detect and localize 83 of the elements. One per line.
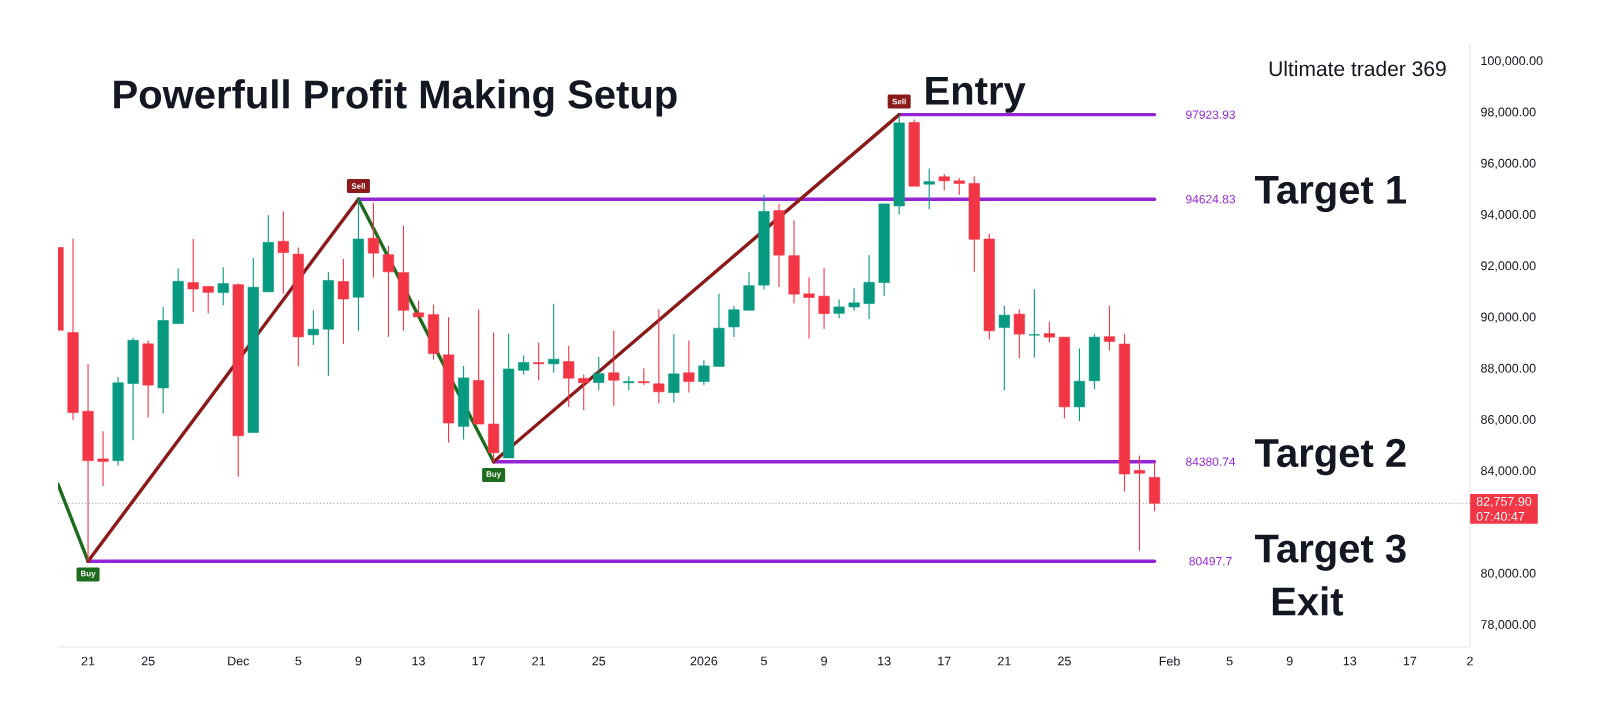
candlestick: [382, 245, 395, 338]
y-tick-label: 94,000.00: [1481, 210, 1536, 221]
candlestick: [668, 333, 680, 404]
annotation: Sell: [351, 183, 365, 189]
x-tick-label: 9: [1286, 656, 1293, 666]
x-tick-label: 2: [1467, 656, 1473, 666]
x-tick-label: 25: [141, 656, 155, 666]
x-tick-label: 2026: [690, 656, 718, 666]
x-tick-label: 9: [355, 656, 362, 666]
candlestick: [1103, 305, 1116, 352]
x-tick-label: 13: [1343, 656, 1357, 666]
x-tick-label: 5: [761, 656, 767, 666]
candlestick: [1043, 321, 1055, 344]
x-tick-label: 17: [938, 656, 951, 666]
candlestick: [818, 267, 830, 330]
candlestick: [863, 254, 875, 320]
y-tick-label: 92,000.00: [1481, 261, 1536, 272]
y-tick-label: 78,000.00: [1481, 620, 1536, 631]
y-tick-label: 88,000.00: [1481, 363, 1536, 375]
candlestick: [277, 210, 289, 295]
candlestick: [518, 355, 530, 376]
text: 97923.93: [1186, 110, 1236, 119]
y-tick-label: 90,000.00: [1481, 312, 1536, 323]
candlestick: [833, 298, 845, 319]
candlestick: [593, 356, 605, 391]
text: 07:40:47: [1476, 512, 1525, 521]
y-tick-label: 98,000.00: [1481, 107, 1536, 118]
x-tick-label: 25: [592, 656, 606, 666]
candlestick: [1028, 288, 1040, 358]
annotation: Sell: [892, 98, 906, 105]
candlestick: [548, 303, 560, 374]
candlestick: [728, 305, 740, 338]
x-tick-label: 17: [472, 656, 485, 666]
annotation: Target 1: [1254, 176, 1406, 212]
candlestick: [307, 309, 319, 346]
annotation: Exit: [1272, 586, 1344, 616]
x-tick-label: 5: [295, 656, 302, 666]
annotation: Target 2: [1254, 438, 1406, 476]
text: Powerfull Profit Making Setup: [114, 79, 677, 117]
x-tick-label: 9: [821, 656, 827, 666]
candlestick: [698, 359, 710, 386]
candlestick: [367, 202, 379, 279]
candlestick: [217, 266, 229, 306]
annotation: Buy: [81, 570, 96, 578]
x-tick-label: 21: [532, 656, 546, 666]
candlestick: [187, 238, 199, 313]
candlestick: [533, 342, 545, 381]
candlestick: [998, 305, 1010, 391]
annotation: Ultimate trader 369: [1269, 60, 1446, 77]
y-tick-label: 100,000.00: [1481, 56, 1543, 67]
candlestick: [1133, 455, 1146, 552]
annotation: Buy: [486, 471, 502, 479]
candlestick: [97, 430, 109, 487]
x-tick-label: 17: [1403, 656, 1417, 666]
candlestick: [803, 276, 815, 339]
y-tick-label: 86,000.00: [1481, 415, 1536, 426]
candlestick: [563, 345, 575, 408]
x-tick-label: Feb: [1159, 656, 1180, 666]
candlestick: [923, 168, 935, 210]
candlestick: [683, 339, 695, 394]
candlestick: [848, 287, 860, 312]
text: 94624.83: [1186, 194, 1236, 204]
candlestick: [202, 285, 214, 315]
candlestick: [608, 329, 620, 407]
text: 80497.7: [1189, 556, 1232, 566]
text: 84380.74: [1186, 457, 1236, 466]
candlestick: [1013, 308, 1025, 359]
y-tick-label: 96,000.00: [1481, 158, 1536, 170]
ref-line-label: 82,757.90: [1476, 497, 1532, 508]
x-tick-label: 21: [81, 656, 95, 666]
x-tick-label: 5: [1226, 656, 1233, 666]
annotation: Target 3: [1254, 534, 1406, 571]
x-tick-label: 21: [998, 656, 1011, 666]
candlestick: [337, 258, 349, 345]
y-tick-label: 84,000.00: [1481, 466, 1536, 477]
y-tick-label: 80,000.00: [1481, 568, 1536, 580]
x-tick-label: 13: [878, 656, 891, 666]
x-tick-label: 25: [1058, 656, 1071, 666]
candlestick: [578, 374, 590, 411]
x-tick-label: 13: [412, 656, 425, 666]
annotation: Entry: [926, 76, 1026, 113]
x-tick-label: Dec: [228, 656, 250, 666]
candlestick: [653, 308, 665, 405]
